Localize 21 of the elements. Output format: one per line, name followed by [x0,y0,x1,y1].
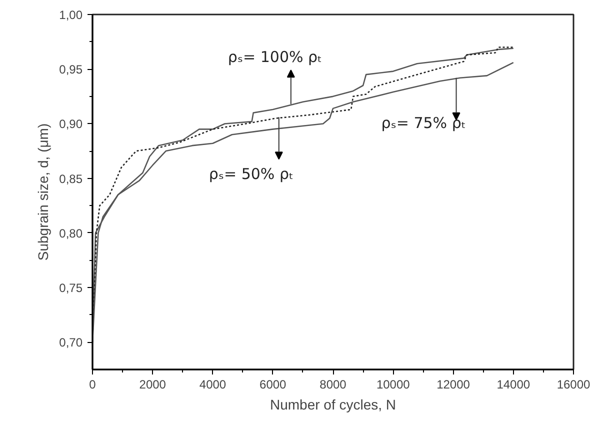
x-tick-label: 10000 [376,378,410,392]
x-axis-title: Number of cycles, N [270,396,396,412]
y-tick-label: 1,00 [59,8,83,22]
y-axis-title: Subgrain size, d, (μm) [35,123,52,261]
y-tick-label: 0,85 [59,172,83,186]
y-tick-label: 0,80 [59,226,83,240]
annotation: ρₛ= 50% ρₜ [208,165,294,184]
x-tick-label: 6000 [260,378,287,392]
x-tick-label: 0 [89,378,96,392]
y-tick-label: 0,70 [59,336,83,350]
y-tick-label: 0,75 [59,281,83,296]
y-tick-label: 0,95 [59,62,83,77]
x-tick-label: 16000 [556,378,591,392]
annotation: ρₛ= 100% ρₜ [228,48,322,66]
x-tick-label: 14000 [496,378,530,392]
x-tick-label: 2000 [139,378,166,392]
annotation: ρₛ= 75% ρₜ [381,114,466,132]
x-tick-label: 12000 [436,378,470,392]
y-tick-label: 0,90 [59,117,83,132]
x-tick-label: 4000 [199,378,226,392]
x-tick-label: 8000 [320,378,347,392]
